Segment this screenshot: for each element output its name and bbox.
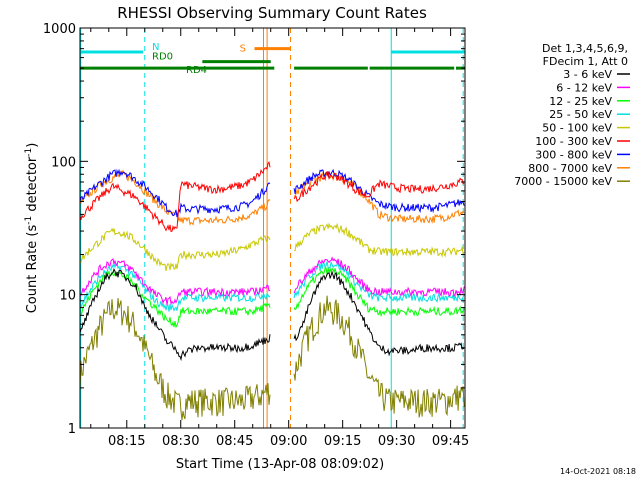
series-line-4-1 — [294, 222, 465, 258]
x-tick-label-4: 09:15 — [324, 434, 361, 449]
series-line-3-0 — [79, 262, 271, 312]
legend-label-8: 7000 - 15000 keV — [514, 175, 612, 188]
x-tick-label-5: 09:30 — [378, 434, 415, 449]
series-line-5-1 — [293, 171, 465, 203]
series-line-6-0 — [79, 168, 271, 218]
plot-frame — [79, 27, 466, 429]
series-3 — [79, 260, 465, 312]
series-1 — [79, 256, 465, 306]
legend-header-1: Det 1,3,4,5,6,9, — [542, 42, 628, 55]
y-axis-label-mid: detector — [25, 156, 40, 216]
x-tick-label-1: 08:30 — [162, 434, 199, 449]
legend: Det 1,3,4,5,6,9, FDecim 1, Att 0 3 - 6 k… — [514, 42, 630, 188]
series-line-4-0 — [79, 227, 271, 271]
x-tick-label-0: 08:15 — [108, 434, 145, 449]
flag-label-rd4: RD4 — [186, 65, 207, 76]
series-5 — [79, 161, 465, 232]
legend-label-4: 50 - 100 keV — [542, 122, 612, 135]
series-line-0-0 — [79, 267, 271, 362]
flag-label-s: S — [240, 44, 246, 55]
series-6 — [79, 168, 465, 218]
legend-label-1: 6 - 12 keV — [556, 81, 612, 94]
plot-area: N S RD0 RD4 — [79, 28, 465, 428]
legend-label-5: 100 - 300 keV — [535, 135, 612, 148]
series-line-8-1 — [293, 295, 465, 418]
series-line-7-1 — [293, 170, 465, 224]
y-axis-label: Count Rate (s-1 detector-1) — [24, 143, 40, 314]
series-line-1-1 — [293, 256, 465, 298]
series-line-6-1 — [293, 168, 465, 214]
x-tick-label-2: 08:45 — [216, 434, 253, 449]
chart-title: RHESSI Observing Summary Count Rates — [117, 4, 427, 22]
legend-label-2: 12 - 25 keV — [549, 95, 612, 108]
series-line-1-0 — [79, 258, 271, 306]
series-4 — [79, 222, 465, 271]
legend-label-0: 3 - 6 keV — [563, 68, 612, 81]
y-axis-label-end: ) — [25, 143, 40, 148]
y-tick-label-0: 1 — [68, 422, 76, 437]
series-line-5-0 — [79, 161, 271, 232]
series-line-0-1 — [293, 270, 465, 357]
legend-header-2: FDecim 1, Att 0 — [543, 55, 628, 68]
series-line-3-1 — [293, 260, 465, 303]
x-tick-label-3: 09:00 — [270, 434, 307, 449]
x-axis-label: Start Time (13-Apr-08 08:09:02) — [176, 457, 384, 472]
series-0 — [79, 267, 465, 362]
flag-label-rd0: RD0 — [152, 52, 173, 63]
legend-label-7: 800 - 7000 keV — [528, 162, 612, 175]
y-tick-label-1: 10 — [59, 289, 76, 304]
legend-label-6: 300 - 800 keV — [535, 148, 612, 161]
y-axis-label-sup1: -1 — [24, 216, 34, 225]
axes: 1 10 100 1000 08:15 08:30 08:45 09:00 09:15 09:30… — [43, 22, 469, 449]
y-axis-label-sup2: -1 — [24, 148, 34, 157]
y-tick-label-3: 1000 — [43, 22, 76, 37]
legend-label-3: 25 - 50 keV — [549, 108, 612, 121]
footer-date: 14-Oct-2021 08:18 — [560, 467, 636, 476]
flag-label-n: N — [152, 42, 159, 53]
y-tick-label-2: 100 — [51, 155, 76, 170]
series-line-8-0 — [79, 298, 271, 421]
x-tick-label-6: 09:45 — [432, 434, 469, 449]
series-8 — [79, 295, 465, 421]
series-line-2-1 — [293, 267, 465, 318]
y-axis-label-main: Count Rate (s — [25, 225, 40, 314]
